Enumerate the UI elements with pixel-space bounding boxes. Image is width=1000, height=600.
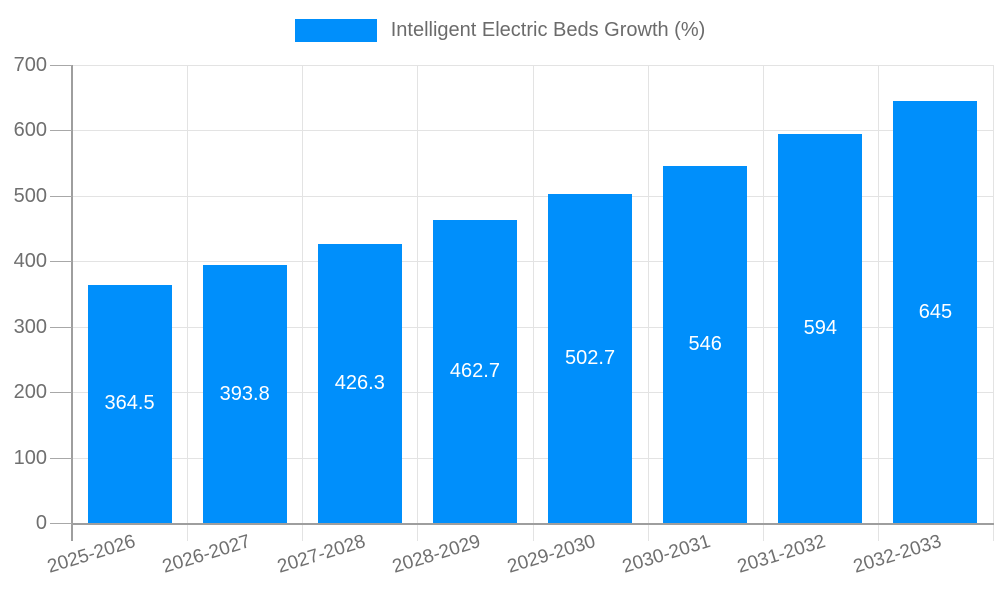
bar-2026-2027[interactable]: 393.8 — [202, 265, 287, 523]
y-axis-tick — [50, 261, 72, 263]
y-axis-line — [71, 65, 73, 541]
gridline-x — [417, 65, 419, 541]
legend-label: Intelligent Electric Beds Growth (%) — [390, 19, 706, 41]
y-axis-tick-label: 200 — [13, 381, 47, 404]
bar-2028-2029[interactable]: 462.7 — [432, 220, 517, 523]
y-axis-tick — [50, 457, 72, 459]
gridline-x — [647, 65, 649, 541]
y-axis-tick — [50, 195, 72, 197]
x-axis-tick-label: 2031-2032 — [735, 531, 829, 578]
legend-item[interactable]: Intelligent Electric Beds Growth (%) — [294, 19, 706, 42]
gridline-x — [532, 65, 534, 541]
x-axis-tick-label: 2028-2029 — [390, 531, 484, 578]
bar-value-label: 364.5 — [104, 392, 155, 415]
bar-2025-2026[interactable]: 364.5 — [87, 284, 172, 523]
bar-2030-2031[interactable]: 546 — [663, 165, 748, 523]
y-axis-tick — [50, 65, 72, 66]
bar-value-label: 462.7 — [449, 360, 500, 383]
bar-2027-2028[interactable]: 426.3 — [317, 244, 402, 523]
bar-value-label: 502.7 — [565, 347, 616, 370]
y-axis-tick — [50, 326, 72, 328]
bar-2031-2032[interactable]: 594 — [778, 134, 863, 523]
x-axis-tick-label: 2027-2028 — [274, 531, 368, 578]
y-axis-tick-label: 300 — [13, 315, 47, 338]
gridline-x — [762, 65, 764, 541]
legend: Intelligent Electric Beds Growth (%) — [0, 19, 1000, 42]
y-axis-tick-label: 500 — [13, 184, 47, 207]
bar-value-label: 546 — [688, 332, 722, 355]
x-axis-line — [71, 523, 994, 525]
y-axis-tick-label: 400 — [13, 250, 47, 273]
x-axis-tick-label: 2026-2027 — [159, 531, 253, 578]
gridline-x — [187, 65, 189, 541]
y-axis-tick — [50, 523, 72, 524]
y-axis-tick-label: 700 — [13, 54, 47, 76]
bar-value-label: 393.8 — [219, 382, 270, 405]
x-axis-tick-label: 2032-2033 — [850, 531, 944, 578]
legend-swatch — [294, 19, 377, 42]
gridline-x — [302, 65, 304, 541]
y-axis-tick — [50, 392, 72, 394]
bar-value-label: 594 — [803, 317, 837, 340]
bar-value-label: 645 — [918, 300, 953, 323]
bar-2032-2033[interactable]: 645 — [893, 101, 978, 523]
x-axis-tick-label: 2030-2031 — [620, 531, 714, 578]
y-axis-tick-label: 600 — [13, 119, 47, 142]
x-axis-tick-label: 2025-2026 — [44, 531, 138, 578]
y-axis-tick — [50, 130, 72, 132]
gridline-x — [877, 65, 879, 541]
y-axis-tick-label: 100 — [13, 446, 47, 469]
bar-2029-2030[interactable]: 502.7 — [548, 194, 633, 523]
plot-area: 364.5 393.8 426.3 462.7 502.7 546 594 645 — [72, 65, 994, 541]
bar-value-label: 426.3 — [334, 372, 385, 395]
gridline-x — [993, 65, 994, 541]
y-axis-tick-label: 0 — [35, 512, 47, 534]
x-axis-tick-label: 2029-2030 — [505, 531, 599, 578]
